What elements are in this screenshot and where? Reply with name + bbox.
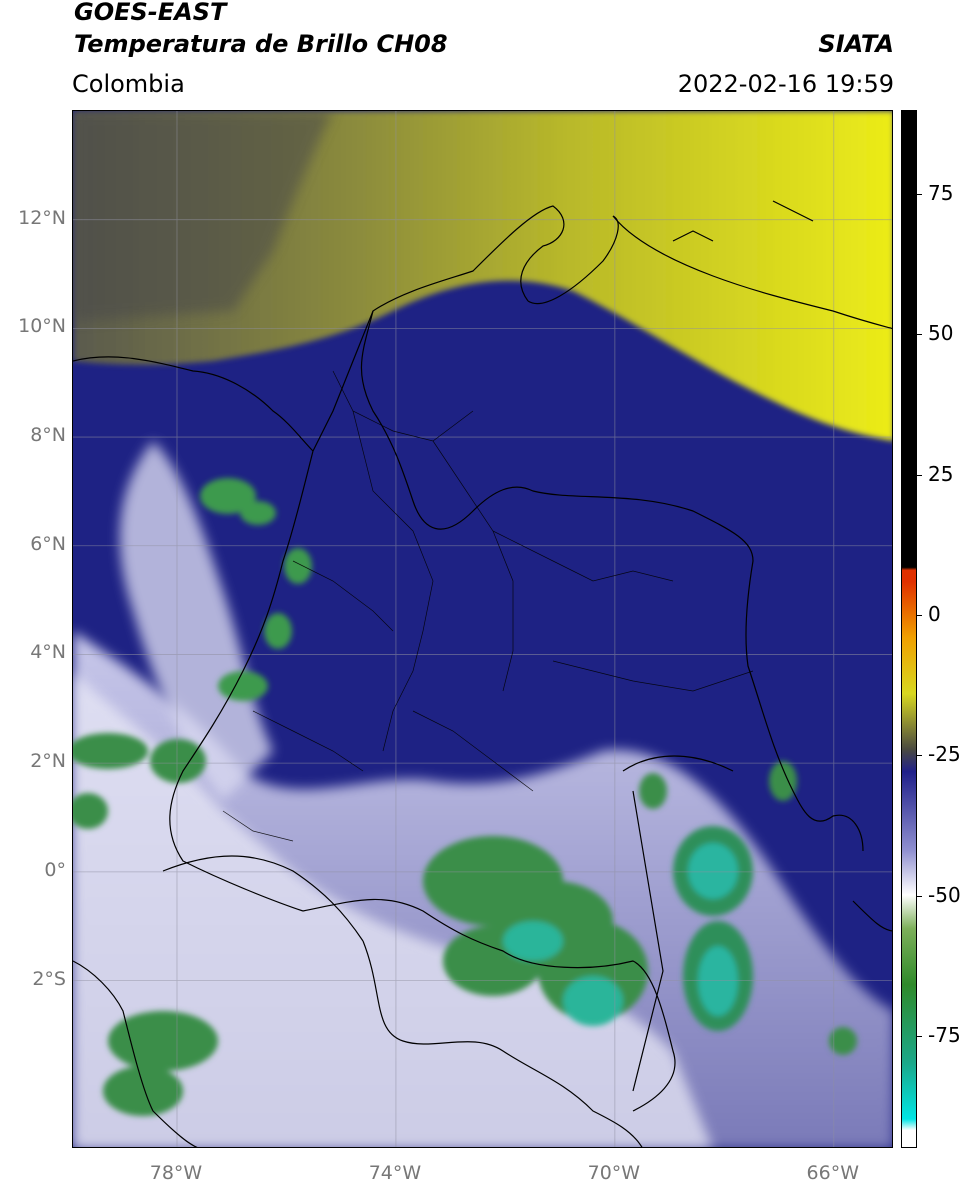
map-title-line1: GOES-EAST xyxy=(74,0,227,26)
region-label: Colombia xyxy=(72,70,185,98)
colorbar-tick-label: 75 xyxy=(928,181,954,206)
colorbar-tick-label: -25 xyxy=(928,742,961,767)
colorbar-tick-mark xyxy=(917,1035,922,1037)
latitude-label: 2°S xyxy=(32,967,66,990)
timestamp-label: 2022-02-16 19:59 xyxy=(677,70,894,98)
cold-cloud-tops xyxy=(73,478,857,1116)
colorbar-tick-label: -75 xyxy=(928,1022,961,1047)
latitude-label: 4°N xyxy=(30,641,66,664)
gridlines xyxy=(73,111,892,1147)
latitude-label: 10°N xyxy=(18,315,66,338)
north-gray-zone xyxy=(73,111,333,321)
country-borders xyxy=(73,200,892,1147)
colorbar-tick-label: 0 xyxy=(928,601,941,626)
latitude-label: 0° xyxy=(44,858,66,881)
south-white-cloud xyxy=(73,671,713,1147)
colorbar-tick-mark xyxy=(917,755,922,757)
colorbar-tick-mark xyxy=(917,334,922,336)
longitude-label: 70°W xyxy=(587,1162,641,1184)
colorbar xyxy=(901,110,917,1148)
longitude-label: 74°W xyxy=(368,1162,422,1184)
colorbar-tick-mark xyxy=(917,614,922,616)
longitude-label: 66°W xyxy=(806,1162,860,1184)
colorbar-tick-label: 50 xyxy=(928,321,954,346)
west-white-cloud xyxy=(119,441,273,801)
colorbar-tick-mark xyxy=(917,194,922,196)
colorbar-tick-mark xyxy=(917,474,922,476)
internal-borders xyxy=(222,370,754,842)
colorbar-tick-label: 25 xyxy=(928,461,954,486)
colorbar-tick-label: -50 xyxy=(928,882,961,907)
map-canvas xyxy=(73,111,892,1147)
longitude-label: 78°W xyxy=(149,1162,203,1184)
satellite-map xyxy=(72,110,893,1148)
latitude-label: 2°N xyxy=(30,750,66,773)
latitude-label: 12°N xyxy=(18,206,66,229)
organization-label: SIATA xyxy=(818,30,894,58)
map-title-line2: Temperatura de Brillo CH08 xyxy=(74,30,448,58)
latitude-label: 6°N xyxy=(30,532,66,555)
latitude-label: 8°N xyxy=(30,424,66,447)
colorbar-tick-mark xyxy=(917,895,922,897)
